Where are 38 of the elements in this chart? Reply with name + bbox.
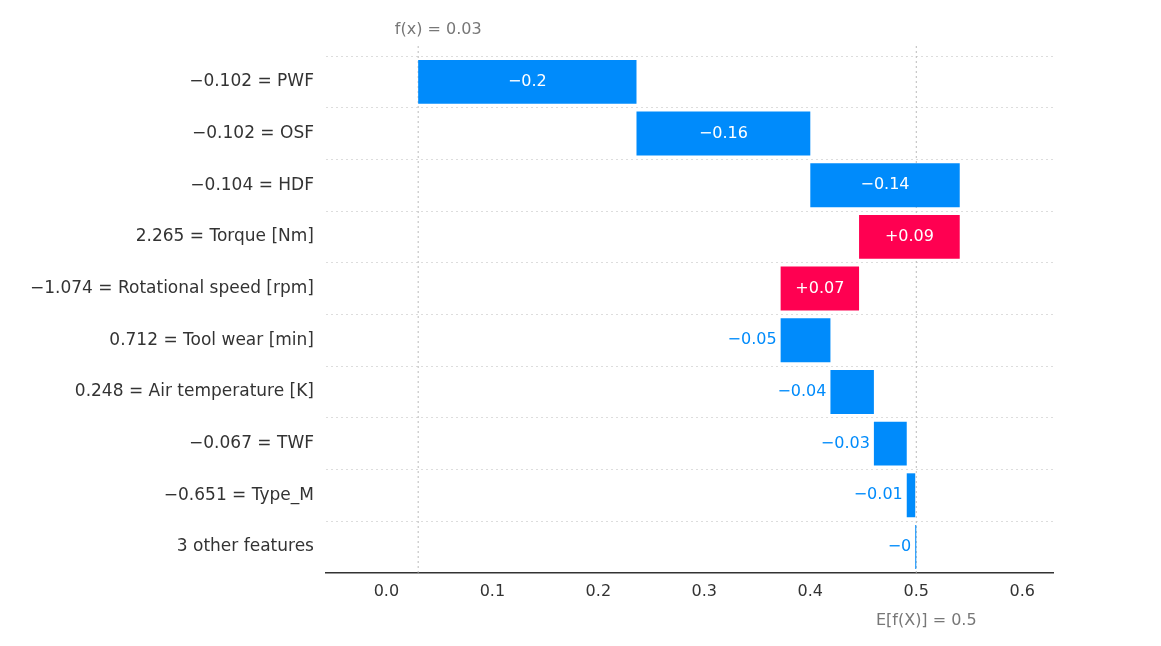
y-tick-label: −0.651 = Type_M <box>163 483 314 505</box>
y-tick-label: −1.074 = Rotational speed [rpm] <box>29 276 314 297</box>
data-label: +0.07 <box>795 277 845 297</box>
data-label: −0.03 <box>820 432 870 452</box>
data-label: −0.01 <box>853 484 903 504</box>
data-label: +0.09 <box>884 226 934 246</box>
y-tick-label: 2.265 = Torque [Nm] <box>135 225 314 246</box>
y-tick-label: −0.102 = OSF <box>192 121 314 142</box>
x-tick-label: 0.5 <box>903 580 930 600</box>
bar <box>636 111 811 156</box>
ref-line-label: E[f(X)] = 0.5 <box>875 609 977 629</box>
y-tick-label: −0.067 = TWF <box>189 432 314 453</box>
data-label: −0.04 <box>777 381 827 401</box>
bar <box>418 59 637 104</box>
bar <box>859 214 960 259</box>
bar <box>830 369 874 414</box>
y-tick-label: 0.712 = Tool wear [min] <box>109 328 314 349</box>
bar <box>810 163 960 208</box>
x-tick-label: 0.0 <box>373 580 400 600</box>
data-label: −0.2 <box>507 71 547 90</box>
y-tick-label: 3 other features <box>176 535 315 556</box>
bar <box>780 318 831 363</box>
bar <box>780 266 860 311</box>
bar <box>906 473 916 518</box>
data-label: −0.16 <box>698 122 748 142</box>
x-tick-label: 0.3 <box>691 580 718 600</box>
x-tick-label: 0.1 <box>479 580 506 600</box>
bar <box>873 421 907 466</box>
x-tick-label: 0.2 <box>585 580 612 600</box>
y-tick-label: −0.104 = HDF <box>190 173 314 194</box>
ref-line-label: f(x) = 0.03 <box>394 19 482 39</box>
data-label: −0.14 <box>860 174 910 194</box>
x-tick-label: 0.6 <box>1009 580 1035 600</box>
data-label: −0.05 <box>727 329 777 349</box>
x-tick-label: 0.4 <box>797 580 824 600</box>
y-tick-label: 0.248 = Air temperature [K] <box>74 380 314 401</box>
y-tick-label: −0.102 = PWF <box>189 70 314 91</box>
data-label: −0 <box>887 536 912 556</box>
